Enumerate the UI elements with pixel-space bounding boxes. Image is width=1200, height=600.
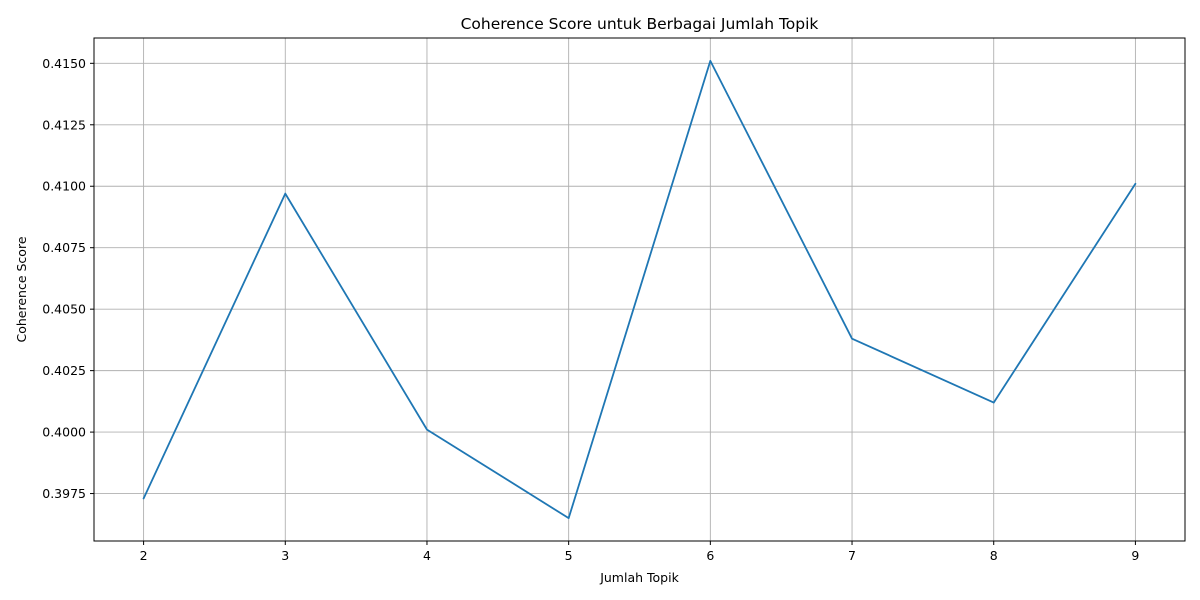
- plot-area-frame: [93, 37, 1186, 542]
- y-axis-ticks: 0.3975 0.4000 0.4025 0.4050 0.4075 0.4100 0.41…: [42, 56, 94, 501]
- y-tick-label: 0.4050: [42, 302, 86, 317]
- x-tick-label: 3: [281, 548, 289, 563]
- x-axis-label: Jumlah Topik: [599, 570, 679, 585]
- y-tick-label: 0.4025: [42, 363, 86, 378]
- chart-title: Coherence Score untuk Berbagai Jumlah To…: [461, 15, 819, 33]
- x-tick-label: 7: [848, 548, 856, 563]
- x-tick-label: 2: [140, 548, 148, 563]
- y-tick-label: 0.4125: [42, 117, 86, 132]
- y-tick-label: 0.4000: [42, 425, 86, 440]
- y-tick-label: 0.4075: [42, 240, 86, 255]
- x-axis-ticks: 2 3 4 5 6 7 8 9: [140, 541, 1139, 563]
- y-tick-label: 0.3975: [42, 486, 86, 501]
- x-tick-label: 5: [565, 548, 573, 563]
- x-tick-label: 9: [1131, 548, 1139, 563]
- y-axis-label: Coherence Score: [14, 236, 29, 342]
- x-tick-label: 6: [706, 548, 714, 563]
- y-tick-label: 0.4150: [42, 56, 86, 71]
- x-tick-label: 8: [990, 548, 998, 563]
- x-tick-label: 4: [423, 548, 431, 563]
- series-layer: [142, 59, 1137, 520]
- series-line: [142, 59, 1137, 520]
- y-tick-label: 0.4100: [42, 179, 86, 194]
- grid: [94, 38, 1185, 541]
